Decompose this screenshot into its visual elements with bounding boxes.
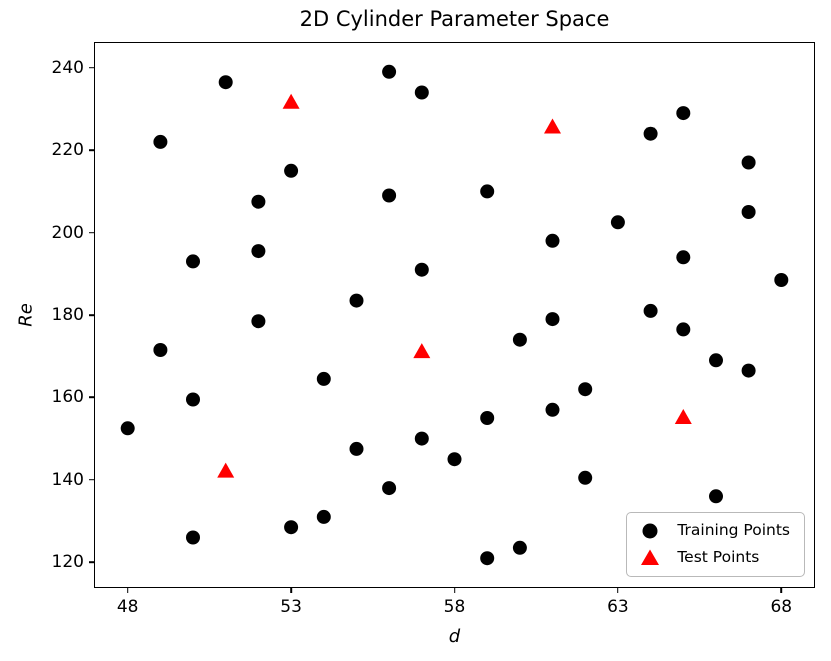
training-point xyxy=(153,134,168,149)
legend-item-test-points: Test Points xyxy=(638,549,790,567)
training-point xyxy=(480,551,495,566)
training-point xyxy=(480,411,495,425)
y-axis-tick xyxy=(89,66,94,69)
x-axis-tick xyxy=(617,588,619,593)
training-point xyxy=(382,64,397,79)
training-point xyxy=(578,382,593,397)
training-point xyxy=(676,322,691,337)
training-point xyxy=(316,371,331,386)
legend: Training Points Test Points xyxy=(626,512,805,577)
training-point xyxy=(120,421,135,436)
training-point xyxy=(382,188,397,203)
x-tick-label: 48 xyxy=(116,597,139,617)
training-point xyxy=(284,520,299,535)
y-axis-tick xyxy=(89,479,94,481)
legend-label-test: Test Points xyxy=(677,548,760,567)
training-point xyxy=(382,481,397,496)
plot-area: Training Points Test Points xyxy=(94,42,815,588)
training-point xyxy=(414,431,429,446)
training-point xyxy=(709,353,723,368)
training-point xyxy=(512,540,527,555)
x-axis-tick xyxy=(453,588,456,593)
x-tick-label: 53 xyxy=(280,597,302,617)
y-tick-label: 200 xyxy=(51,222,84,243)
test-points-marker-icon xyxy=(641,549,660,565)
test-point xyxy=(413,343,431,359)
x-axis-tick xyxy=(126,588,129,593)
test-point xyxy=(217,462,235,478)
training-point xyxy=(741,205,756,219)
test-point xyxy=(544,118,561,134)
training-point xyxy=(349,441,364,456)
x-tick-label: 63 xyxy=(607,597,629,617)
training-point xyxy=(643,126,658,141)
chart-title: 2D Cylinder Parameter Space xyxy=(299,7,610,31)
training-point xyxy=(414,85,429,100)
training-point xyxy=(676,250,691,265)
x-axis-tick xyxy=(780,588,783,593)
training-point xyxy=(578,470,593,485)
training-point xyxy=(284,163,299,178)
training-point xyxy=(186,254,200,269)
x-axis-label: d xyxy=(448,626,461,647)
training-point xyxy=(545,312,560,327)
training-point xyxy=(741,155,756,170)
scatter-points-layer xyxy=(120,64,789,566)
training-point xyxy=(643,303,658,318)
y-axis-tick xyxy=(89,314,94,316)
training-point xyxy=(545,233,560,248)
legend-circle-marker xyxy=(642,523,658,539)
training-point xyxy=(153,343,168,357)
y-tick-label: 120 xyxy=(51,552,84,573)
y-axis-tick xyxy=(89,561,94,564)
training-point xyxy=(676,106,691,121)
y-tick-label: 180 xyxy=(51,305,84,325)
y-axis-tick xyxy=(89,396,94,399)
y-tick-label: 240 xyxy=(51,57,84,78)
training-point xyxy=(218,75,233,90)
test-point xyxy=(282,93,300,109)
training-point xyxy=(251,194,266,209)
training-point xyxy=(251,244,266,259)
training-point xyxy=(512,332,527,347)
y-axis-tick xyxy=(89,149,94,151)
training-point xyxy=(414,262,429,277)
y-axis-tick xyxy=(89,231,94,234)
y-tick-label: 220 xyxy=(51,140,84,161)
training-point xyxy=(709,489,723,504)
training-point xyxy=(774,273,789,287)
x-axis-tick xyxy=(290,588,292,593)
training-point xyxy=(741,363,756,378)
y-tick-label: 160 xyxy=(51,387,84,408)
training-point xyxy=(545,402,560,417)
training-point xyxy=(447,452,462,467)
legend-label-training: Training Points xyxy=(677,521,790,540)
training-point xyxy=(251,314,266,329)
legend-triangle-marker xyxy=(641,549,660,565)
training-point xyxy=(186,392,200,407)
x-tick-label: 58 xyxy=(443,597,466,617)
y-tick-label: 140 xyxy=(51,469,84,490)
training-points-marker-icon xyxy=(642,523,658,539)
training-point xyxy=(480,184,495,199)
training-point xyxy=(316,509,331,524)
x-tick-label: 68 xyxy=(770,597,793,617)
training-point xyxy=(610,215,625,230)
test-point xyxy=(674,409,692,424)
legend-item-training-points: Training Points xyxy=(638,522,790,540)
training-point xyxy=(349,293,364,308)
training-point xyxy=(186,530,200,545)
